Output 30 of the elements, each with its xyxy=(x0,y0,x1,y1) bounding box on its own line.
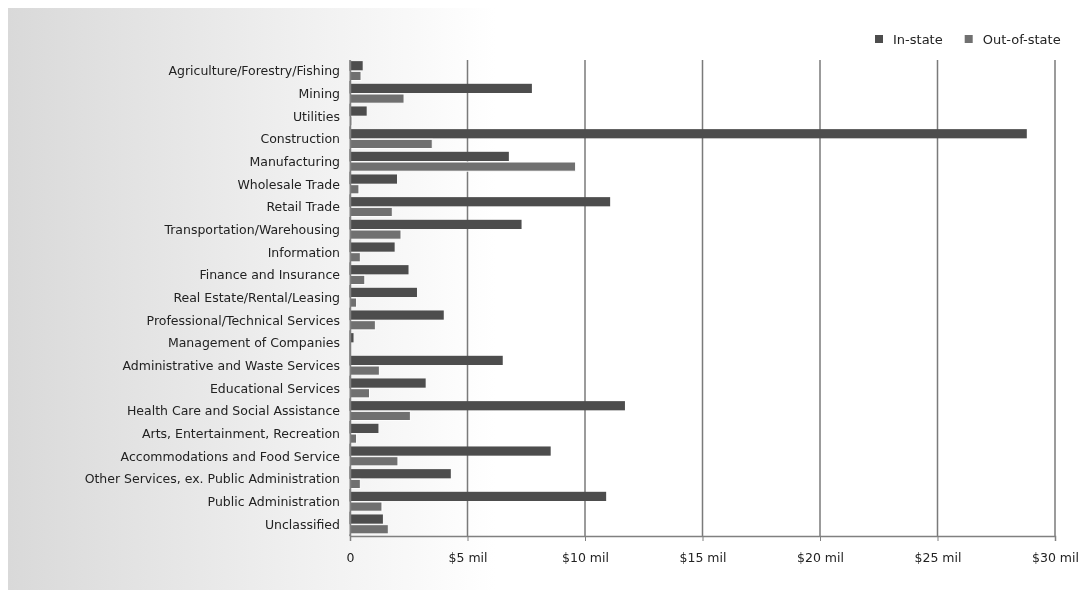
x-tick-label: $15 mil xyxy=(679,549,727,565)
y-tick-label: Information xyxy=(267,244,340,260)
y-tick-label: Manufacturing xyxy=(249,154,340,169)
y-tick-label: Utilities xyxy=(292,108,340,124)
y-tick-label: Wholesale Trade xyxy=(237,176,341,192)
y-tick-label: Retail Trade xyxy=(266,199,341,215)
x-tick-label: $25 mil xyxy=(914,549,962,565)
y-tick-label: Educational Services xyxy=(209,380,340,396)
y-tick-label: Construction xyxy=(260,131,340,147)
y-tick-label: Mining xyxy=(298,86,340,101)
y-tick-label: Real Estate/Rental/Leasing xyxy=(173,290,340,305)
y-tick-label: Public Administration xyxy=(207,494,340,509)
y-tick-label: Management of Companies xyxy=(167,335,340,351)
x-tick-label: $10 mil xyxy=(562,549,609,565)
x-tick-label: $30 mil xyxy=(1032,549,1079,565)
y-tick-label: Agriculture/Forestry/Fishing xyxy=(168,63,340,79)
x-tick-label: 0 xyxy=(346,549,355,565)
legend-label: In-state xyxy=(893,32,943,47)
y-tick-label: Administrative and Waste Services xyxy=(122,358,340,373)
x-tick-label: $20 mil xyxy=(797,549,844,565)
y-tick-label: Arts, Entertainment, Recreation xyxy=(141,426,340,441)
y-tick-label: Health Care and Social Assistance xyxy=(126,403,341,419)
y-tick-label: Other Services, ex. Public Administration xyxy=(84,471,340,487)
y-tick-label: Professional/Technical Services xyxy=(146,312,340,328)
legend-label: Out-of-state xyxy=(982,32,1061,47)
y-tick-label: Accommodations and Food Service xyxy=(120,448,341,464)
x-tick-label: $5 mil xyxy=(448,549,488,565)
y-tick-label: Finance and Insurance xyxy=(199,267,341,283)
y-tick-label: Transportation/Warehousing xyxy=(163,222,340,237)
y-tick-label: Unclassified xyxy=(264,516,340,532)
